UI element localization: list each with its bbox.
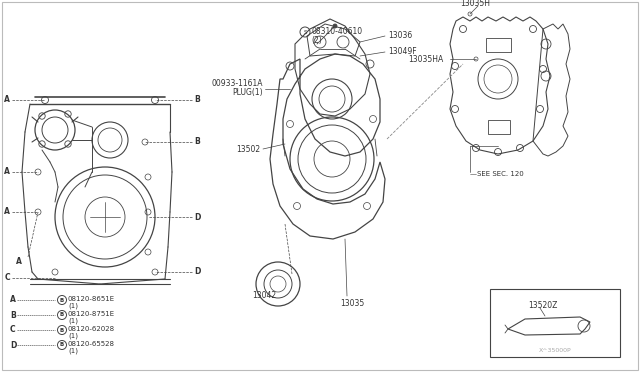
- Text: 08310-40610: 08310-40610: [311, 28, 362, 36]
- Text: —SEE SEC. 120: —SEE SEC. 120: [470, 171, 524, 177]
- Text: B: B: [194, 96, 200, 105]
- Text: 13036: 13036: [388, 32, 412, 41]
- Text: (2): (2): [311, 36, 322, 45]
- Text: D: D: [10, 340, 17, 350]
- Text: B: B: [60, 298, 64, 302]
- Text: 08120-65528: 08120-65528: [68, 341, 115, 347]
- Text: A: A: [10, 295, 16, 305]
- Text: 08120-8751E: 08120-8751E: [68, 311, 115, 317]
- Text: B: B: [194, 138, 200, 147]
- Text: B: B: [60, 312, 64, 317]
- Bar: [490, 289, 620, 357]
- Text: 08120-8651E: 08120-8651E: [68, 296, 115, 302]
- Text: S: S: [303, 29, 307, 35]
- Text: 13502: 13502: [236, 144, 260, 154]
- Text: 13520Z: 13520Z: [528, 301, 557, 310]
- Text: B: B: [60, 327, 64, 333]
- Text: 13042: 13042: [252, 292, 276, 301]
- Text: B: B: [10, 311, 16, 320]
- Text: (1): (1): [68, 318, 78, 324]
- Circle shape: [333, 24, 337, 28]
- Bar: [486, 38, 511, 52]
- Text: B: B: [60, 343, 64, 347]
- Text: A: A: [4, 96, 10, 105]
- Text: 00933-1161A: 00933-1161A: [211, 80, 263, 89]
- Text: PLUG(1): PLUG(1): [232, 89, 263, 97]
- Text: A: A: [4, 208, 10, 217]
- Text: 13049F: 13049F: [388, 48, 417, 57]
- Text: A: A: [16, 257, 22, 266]
- Text: X^35000P: X^35000P: [539, 349, 572, 353]
- Text: (1): (1): [68, 348, 78, 354]
- Bar: [488, 120, 510, 134]
- Text: 13035HA: 13035HA: [408, 55, 443, 64]
- Text: C: C: [10, 326, 15, 334]
- Text: 08120-62028: 08120-62028: [68, 326, 115, 332]
- Text: D: D: [194, 212, 200, 221]
- Text: 13035H: 13035H: [460, 0, 490, 9]
- Text: 13035: 13035: [340, 299, 364, 308]
- Text: C: C: [4, 273, 10, 282]
- Text: A: A: [4, 167, 10, 176]
- Text: (1): (1): [68, 303, 78, 309]
- Text: D: D: [194, 267, 200, 276]
- Text: (1): (1): [68, 333, 78, 339]
